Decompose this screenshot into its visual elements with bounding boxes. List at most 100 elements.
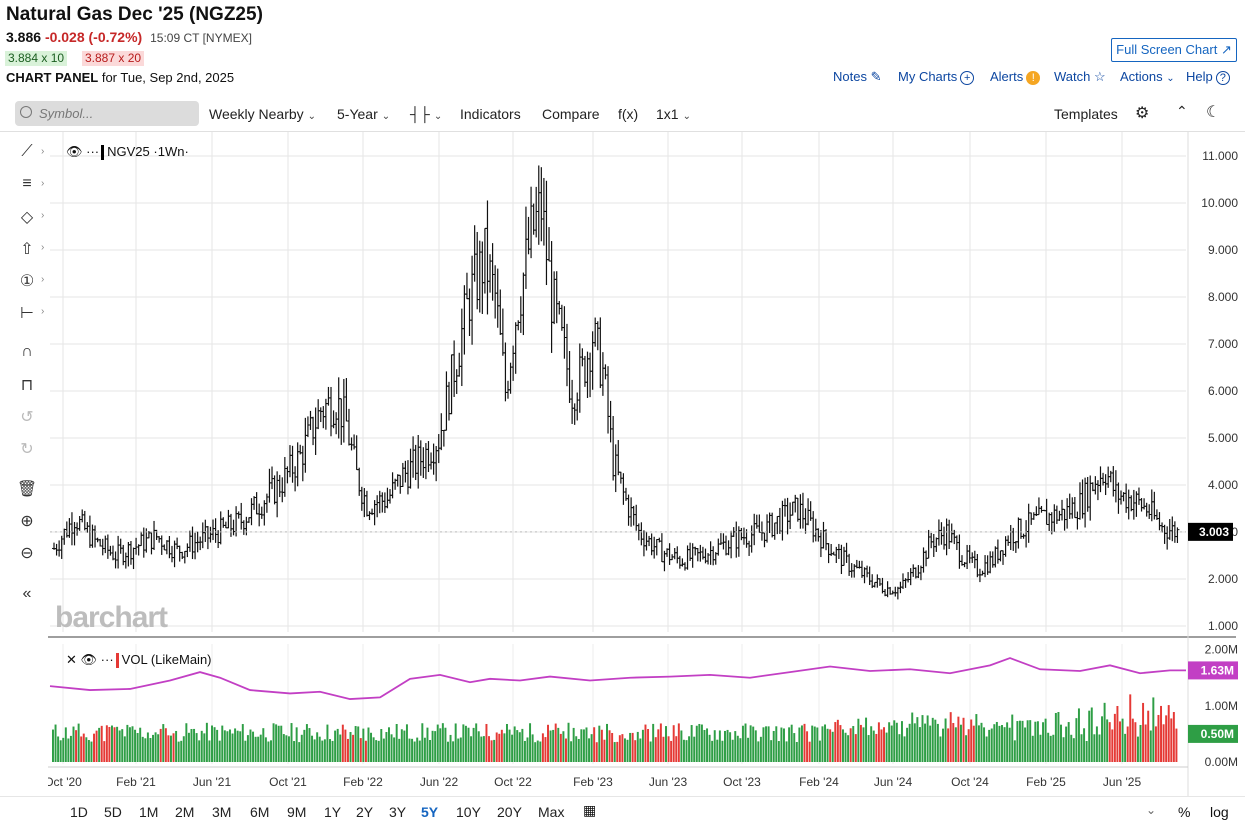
period-5y[interactable]: 5Y [421,804,439,820]
watch-link[interactable]: Watch ☆ [1054,69,1106,85]
volume-bar [606,723,608,762]
calendar-icon[interactable]: ▦ [583,802,597,818]
volume-bar [726,729,729,762]
volume-bar [349,732,352,762]
trash-icon[interactable]: 🗑 [16,481,38,498]
redo-icon[interactable]: ↻ [20,441,34,458]
volume-bar [798,727,801,762]
period-9m[interactable]: 9M [287,804,307,820]
symbol-search-input[interactable]: Symbol... [15,101,199,126]
volume-bar [559,733,562,762]
help-link[interactable]: Help? [1186,69,1230,85]
last-price-tag-label: 3.003 [1199,525,1229,539]
full-screen-chart-button[interactable]: Full Screen Chart ↗ [1111,38,1237,62]
eye-icon[interactable]: 👁 [80,652,98,667]
period-3y[interactable]: 3Y [389,804,407,820]
volume-bar [613,742,616,762]
price-chart[interactable]: Oct '20 Feb '21 Jun '21 Oct '21 Feb '22 Jun '… [48,132,1245,796]
shapes-icon[interactable]: ◇ › [20,209,45,226]
period-20y[interactable]: 20Y [497,804,522,820]
volume-bar [431,730,434,762]
notes-link[interactable]: Notes ✎ [833,69,882,85]
arrow-icon[interactable]: ⇧ › [20,241,45,258]
volume-bar [77,723,80,762]
volume-bar [908,723,911,762]
function-button[interactable]: f(x) [618,106,639,122]
volume-bar [100,725,103,762]
range-dropdown[interactable]: 5-Year ⌄ [337,106,390,122]
volume-bar [939,736,942,762]
volume-bar [918,727,921,762]
volume-bar [1165,715,1168,762]
period-1m[interactable]: 1M [139,804,159,820]
percent-toggle[interactable]: % [1178,804,1191,820]
interval-dropdown[interactable]: Weekly Nearby ⌄ [209,106,316,122]
volume-bar [618,735,621,762]
fib-icon[interactable]: ≡ › [22,175,45,192]
volume-bar [826,728,829,762]
chevron-down-icon[interactable]: ⌄ [1146,803,1157,817]
more-options-icon[interactable]: ··· [86,144,100,159]
dark-mode-icon[interactable]: ☾ [1206,104,1221,121]
period-2m[interactable]: 2M [175,804,195,820]
volume-average-tag [1188,661,1238,680]
eye-icon[interactable]: 👁 [66,144,83,159]
log-toggle[interactable]: log [1210,804,1229,820]
close-icon[interactable]: ✕ [66,652,77,667]
volume-bar [285,735,288,762]
gear-icon[interactable]: ⚙ [1135,105,1150,122]
volume-bar [934,719,937,762]
collapse-icon[interactable]: « [22,585,32,602]
zoom-out-icon[interactable]: ⊖ [20,545,34,562]
lock-icon[interactable]: ⊓ [20,377,34,394]
volume-bar [408,738,411,762]
volume-bar [985,736,988,762]
volume-bar [952,723,955,762]
compare-button[interactable]: Compare [542,106,600,122]
volume-bar [400,729,403,762]
volume-bar [893,720,896,762]
volume-bar [936,723,939,762]
volume-bar [1093,734,1096,762]
period-5d[interactable]: 5D [104,804,122,820]
zoom-in-icon[interactable]: ⊕ [20,513,34,530]
annotation-icon[interactable]: ① › [19,273,45,290]
alerts-link[interactable]: Alerts! [990,69,1041,85]
price-tick-label: 5.000 [1208,431,1238,445]
actions-menu[interactable]: Actions ⌄ [1120,69,1175,84]
x-tick-label: Feb '24 [799,775,839,789]
chart-type-dropdown[interactable]: ┤├ ⌄ [410,106,442,122]
expand-icon[interactable]: ⌃ [1176,103,1188,119]
volume-bar [695,725,698,762]
volume-bar [472,727,475,762]
undo-icon[interactable]: ↺ [20,409,34,426]
templates-button[interactable]: Templates [1054,106,1118,122]
measure-icon[interactable]: ⊢ › [20,305,45,322]
period-max[interactable]: Max [538,804,565,820]
line-draw-icon[interactable]: ⟋ › [21,143,45,160]
volume-bar [598,725,601,762]
period-3m[interactable]: 3M [212,804,232,820]
price-line: 3.886 -0.028 (-0.72%) 15:09 CT [NYMEX] [6,29,252,45]
indicators-button[interactable]: Indicators [460,106,521,122]
volume-bar [816,727,819,762]
my-charts-link[interactable]: My Charts + [898,69,975,85]
period-6m[interactable]: 6M [250,804,270,820]
layout-dropdown[interactable]: 1x1 ⌄ [656,106,691,122]
period-10y[interactable]: 10Y [456,804,481,820]
volume-bar [446,741,449,762]
volume-bar [577,738,580,762]
volume-bar [685,740,688,762]
more-options-icon[interactable]: ··· [100,652,114,667]
period-1y[interactable]: 1Y [324,804,342,820]
volume-average-line [49,657,1186,700]
volume-bar [1083,728,1086,762]
period-2y[interactable]: 2Y [356,804,374,820]
volume-bar [267,741,270,762]
magnet-icon[interactable]: ∩ [21,343,33,360]
volume-bar [847,735,850,762]
period-1d[interactable]: 1D [70,804,88,820]
volume-bar [639,738,642,762]
volume-bar [731,739,734,762]
volume-bar [249,729,252,762]
